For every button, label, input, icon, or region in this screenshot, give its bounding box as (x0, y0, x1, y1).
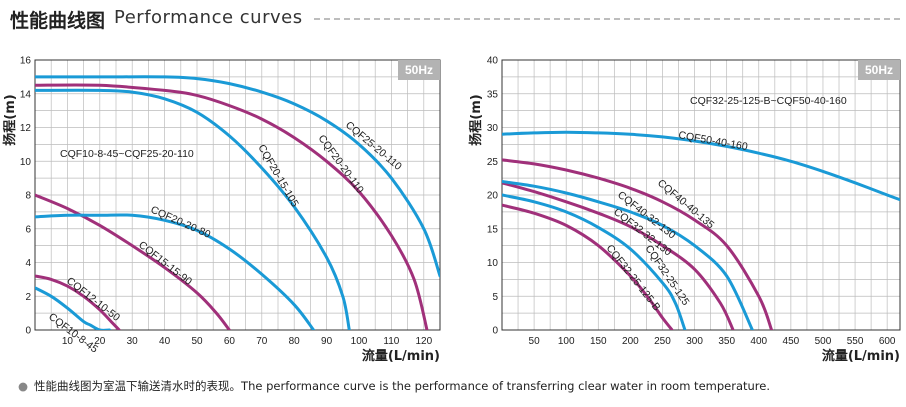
x-tick-label: 50 (529, 336, 541, 347)
x-tick-label: 40 (159, 336, 171, 347)
model-range-label: CQF32-25-125-B~CQF50-40-160 (690, 95, 847, 107)
series-line-cqf10-8-45 (35, 286, 111, 330)
y-axis-title: 扬程(m) (468, 94, 484, 145)
footnote-text: 性能曲线图为室温下输送清水时的表现。The performance curve … (34, 379, 770, 393)
x-tick-label: 150 (590, 336, 607, 347)
series-line-cqf32-25-125-b (502, 203, 674, 330)
page-title-cn: 性能曲线图 (10, 10, 106, 32)
model-range-label: CQF10-8-45~CQF25-20-110 (60, 148, 194, 160)
y-tick-label: 35 (487, 89, 499, 100)
y-tick-label: 0 (492, 326, 498, 337)
x-tick-label: 20 (94, 336, 106, 347)
series-line-cqf50-40-160 (502, 130, 900, 202)
series-line-cqf15-15-90 (35, 193, 231, 330)
page-title-en: Performance curves (114, 7, 303, 28)
x-tick-label: 60 (224, 336, 236, 347)
y-tick-label: 2 (25, 292, 31, 303)
x-tick-label: 110 (383, 336, 399, 347)
x-tick-label: 100 (351, 336, 368, 347)
series-line-cqf25-20-110 (35, 75, 440, 278)
chart-right: 50Hz CQF32-25-125-B~CQF50-40-160 0 5 10 15 20 2… (468, 56, 901, 364)
x-tick-label: 400 (750, 336, 767, 347)
x-tick-label: 250 (654, 336, 671, 347)
series-line-cqf20-15-105 (35, 88, 351, 330)
series-line-cqf20-20-110 (35, 83, 429, 330)
x-axis-title: 流量(L/min) (822, 348, 900, 364)
y-tick-label: 10 (20, 157, 32, 168)
y-tick-label: 20 (487, 191, 499, 202)
y-tick-label: 6 (25, 224, 31, 235)
chart-left: 50Hz CQF10-8-45~CQF25-20-110 0 2 4 6 8 10 12 14 16… (2, 56, 441, 364)
y-tick-label: 30 (487, 123, 499, 134)
x-tick-label: 80 (289, 336, 301, 347)
y-tick-label: 8 (25, 191, 31, 202)
y-tick-label: 0 (25, 326, 31, 337)
y-tick-label: 15 (487, 224, 499, 235)
y-tick-label: 14 (20, 89, 32, 100)
frequency-badge-label: 50Hz (405, 63, 433, 77)
series-line-cqf12-10-50 (35, 274, 121, 330)
x-tick-label: 300 (686, 336, 703, 347)
series-line-cqf32-32-130 (502, 181, 735, 330)
x-tick-label: 200 (622, 336, 639, 347)
series-line-cqf20-20-80 (35, 213, 316, 330)
footnote: ● 性能曲线图为室温下输送清水时的表现。The performance curve… (18, 378, 770, 394)
x-tick-label: 450 (783, 336, 800, 347)
y-tick-label: 40 (487, 56, 499, 67)
y-axis-title: 扬程(m) (2, 94, 18, 145)
title-divider (314, 18, 900, 20)
x-tick-label: 550 (847, 336, 864, 347)
x-tick-label: 30 (127, 336, 139, 347)
series-line-cqf32-25-125 (502, 193, 687, 330)
x-tick-label: 10 (62, 336, 74, 347)
x-tick-label: 500 (815, 336, 832, 347)
x-tick-label: 90 (321, 336, 333, 347)
series-line-cqf40-32-130 (502, 180, 754, 330)
y-tick-label: 10 (487, 258, 499, 269)
x-tick-label: 350 (718, 336, 735, 347)
series-line-cqf40-40-135 (502, 158, 774, 330)
y-tick-label: 5 (492, 292, 498, 303)
x-tick-label: 100 (558, 336, 575, 347)
y-tick-label: 25 (487, 157, 499, 168)
x-tick-label: 120 (415, 336, 432, 347)
x-tick-label: 70 (256, 336, 268, 347)
frequency-badge (858, 60, 900, 80)
y-tick-label: 16 (20, 56, 32, 67)
frequency-badge (398, 60, 440, 80)
x-axis-title: 流量(L/min) (362, 348, 440, 364)
charts-canvas: 50Hz CQF10-8-45~CQF25-20-110 0 2 4 6 8 10 12 14 16… (2, 56, 901, 364)
page-header: 性能曲线图 Performance curves (10, 6, 900, 32)
x-tick-label: 600 (879, 336, 896, 347)
x-tick-label: 50 (191, 336, 203, 347)
y-tick-label: 12 (20, 123, 32, 134)
grid (502, 60, 900, 330)
frequency-badge-label: 50Hz (865, 63, 893, 77)
bullet-icon: ● (18, 379, 29, 393)
y-tick-label: 4 (25, 258, 31, 269)
